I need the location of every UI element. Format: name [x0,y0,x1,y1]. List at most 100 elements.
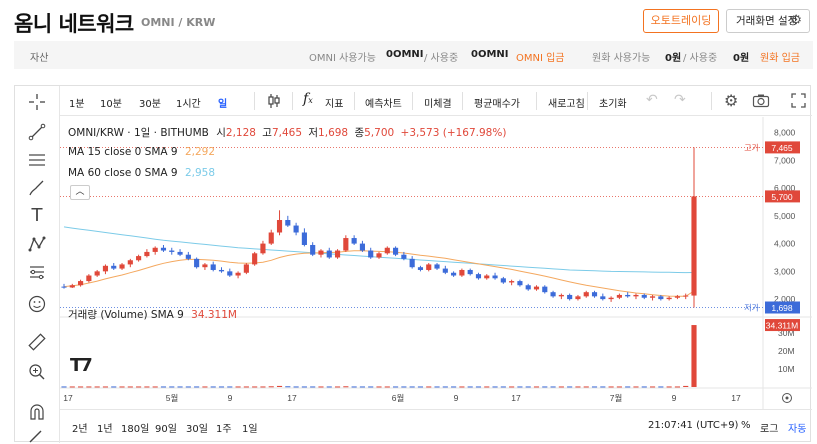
brush-icon[interactable] [27,178,47,198]
ruler-icon[interactable] [27,332,47,352]
candle-body [591,292,598,297]
time-axis-label: 6월 [392,393,405,403]
last-volume-tag-bg [765,319,800,332]
price-chart[interactable]: 8,000 7,000 6,000 5,000 4,000 3,000 2,000 30M 20… [60,117,812,409]
candle-body [326,250,332,258]
candle-body [567,294,573,300]
open-orders-button[interactable]: 미체결 [424,99,452,110]
range-180d[interactable]: 180일 [121,424,150,435]
volume-bar [260,386,266,388]
volume-bar [600,386,606,388]
interval-1d[interactable]: 일 [218,99,228,110]
krw-available-value: 0원 [665,53,682,64]
pattern-icon[interactable] [27,234,47,254]
candle-body [384,247,390,254]
volume-bar [459,386,465,388]
log-scale-toggle[interactable]: 로그 [760,424,779,435]
trading-settings-button[interactable]: 거래화면 설정 ⚙ [726,9,810,33]
forecast-chart-button[interactable]: 예측차트 [365,99,402,110]
candle-body [434,264,440,269]
volume-bar [442,386,448,388]
interval-1h[interactable]: 1시간 [176,99,201,110]
volume-bar [301,386,307,388]
legend-symbol: OMNI/KRW · 1일 · BITHUMB [68,127,209,139]
candle-body [343,238,349,251]
collapse-legend-button[interactable]: ︿ [70,185,90,200]
volume-bar [608,386,614,388]
volume-bar [268,386,274,388]
volume-bar [334,386,341,388]
range-1y[interactable]: 1년 [97,424,113,435]
chevron-up-icon: ︿ [75,187,85,197]
refresh-button[interactable]: 새로고침 [548,99,585,110]
time-axis-label: 9 [228,393,233,403]
volume-bar [136,386,142,388]
range-2y[interactable]: 2년 [72,424,88,435]
volume-bar [567,386,573,388]
range-90d[interactable]: 90일 [155,424,177,435]
fullscreen-icon[interactable] [791,93,806,111]
volume-bar [393,386,399,388]
coin-title: 옴니 네트워크 [14,12,134,36]
candle-body [533,286,540,290]
percent-scale-toggle[interactable]: % [741,420,751,431]
range-30d[interactable]: 30일 [186,424,208,435]
legend-open: 2,128 [225,127,256,139]
range-1w[interactable]: 1주 [216,424,232,435]
volume-bar [616,386,622,388]
reset-scale-icon [782,393,792,403]
low-price-tag: 1,698 [771,303,793,313]
candle-body [550,292,556,297]
range-1d[interactable]: 1일 [242,424,258,435]
trend-line-icon[interactable] [27,122,47,142]
candle-body [310,244,316,255]
chart-area[interactable]: 8,000 7,000 6,000 5,000 4,000 3,000 2,000 30M 20… [60,117,812,409]
emoji-icon[interactable] [27,294,47,314]
asset-label: 자산 [30,53,49,64]
pencil-icon[interactable] [27,428,47,444]
interval-30m[interactable]: 30분 [139,99,161,110]
interval-1m[interactable]: 1분 [69,99,85,110]
volume-bar [235,386,241,388]
undo-icon[interactable]: ↶ [646,92,658,108]
reset-button[interactable]: 초기화 [599,99,627,110]
chart-settings-icon[interactable]: ⚙ [724,91,739,110]
auto-scale-toggle[interactable]: 자동 [788,424,807,435]
candle-body [509,281,515,283]
screenshot-icon[interactable] [752,93,770,111]
crosshair-icon[interactable] [27,92,47,112]
candle-body [683,295,689,297]
volume-bar [94,386,100,388]
volume-bar [359,386,365,388]
price-tick-label: 4,000 [774,239,796,249]
zoom-in-icon[interactable] [27,362,47,382]
legend-change: +3,573 (+167.98%) [400,127,507,139]
time-axis-label: 17 [731,393,741,403]
krw-deposit-link[interactable]: 원화 입금 [760,53,800,64]
horizontal-lines-icon[interactable] [27,150,47,170]
candle-type-icon[interactable] [266,92,282,113]
auto-trading-button[interactable]: 오토트레이딩 [643,9,719,33]
time-axis-label: 17 [287,393,297,403]
volume-bar [517,386,523,388]
magnet-icon[interactable] [27,402,47,422]
omni-deposit-link[interactable]: OMNI 입금 [516,53,565,64]
volume-bar [102,386,109,388]
low-tag-label: 저가 [744,304,759,313]
indicators-button[interactable]: 지표 [325,99,344,110]
volume-legend: 거래량 (Volume) SMA 9 34.311M [68,307,237,322]
average-buy-price-button[interactable]: 평균매수가 [474,99,520,110]
text-tool-icon[interactable]: T [31,205,43,226]
time-axis-label: 9 [454,393,459,403]
candle-body [633,294,639,297]
candle-body [285,220,291,226]
legend-open-label: 시 [216,127,226,139]
prediction-icon[interactable] [27,262,47,282]
interval-10m[interactable]: 10분 [100,99,122,110]
candle-body [127,260,133,265]
omni-in-use-label: / 사용중 [424,53,459,64]
redo-icon[interactable]: ↷ [674,92,686,108]
function-icon[interactable]: fx [303,91,313,107]
volume-tick-label: 10M [778,364,795,374]
volume-bar [417,386,424,388]
